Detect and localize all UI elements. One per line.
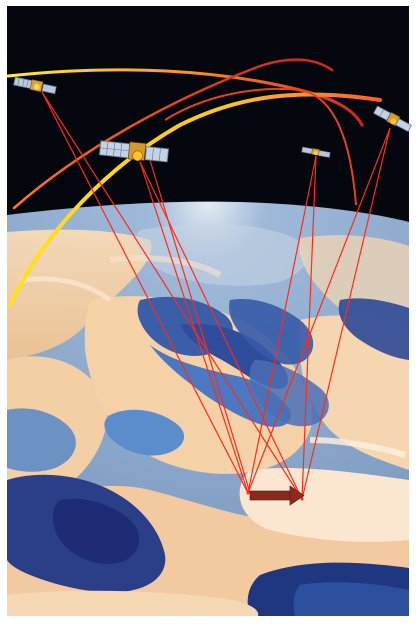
receiver-point-a [246, 491, 250, 495]
earth-surface [7, 201, 409, 616]
signal-line [41, 91, 249, 494]
signal-lines [41, 91, 391, 500]
orbit-trail-2 [8, 92, 382, 307]
orbit-trail-4 [164, 87, 357, 206]
signal-line [247, 155, 317, 494]
signal-line [301, 127, 391, 500]
receiver-point-b [300, 497, 304, 501]
satellite-4 [373, 105, 412, 133]
signal-line [247, 127, 391, 494]
signal-line [149, 159, 251, 494]
orbit-trails [6, 58, 382, 307]
movement-arrow [249, 485, 305, 506]
signal-line [41, 91, 303, 500]
satellite-3 [301, 146, 331, 158]
satellite-1 [13, 76, 57, 95]
orbit-trail-3 [12, 58, 334, 210]
satellite-2 [98, 140, 169, 163]
signal-line [139, 161, 249, 494]
orbit-trail-1 [6, 68, 364, 127]
signal-line [301, 155, 317, 500]
